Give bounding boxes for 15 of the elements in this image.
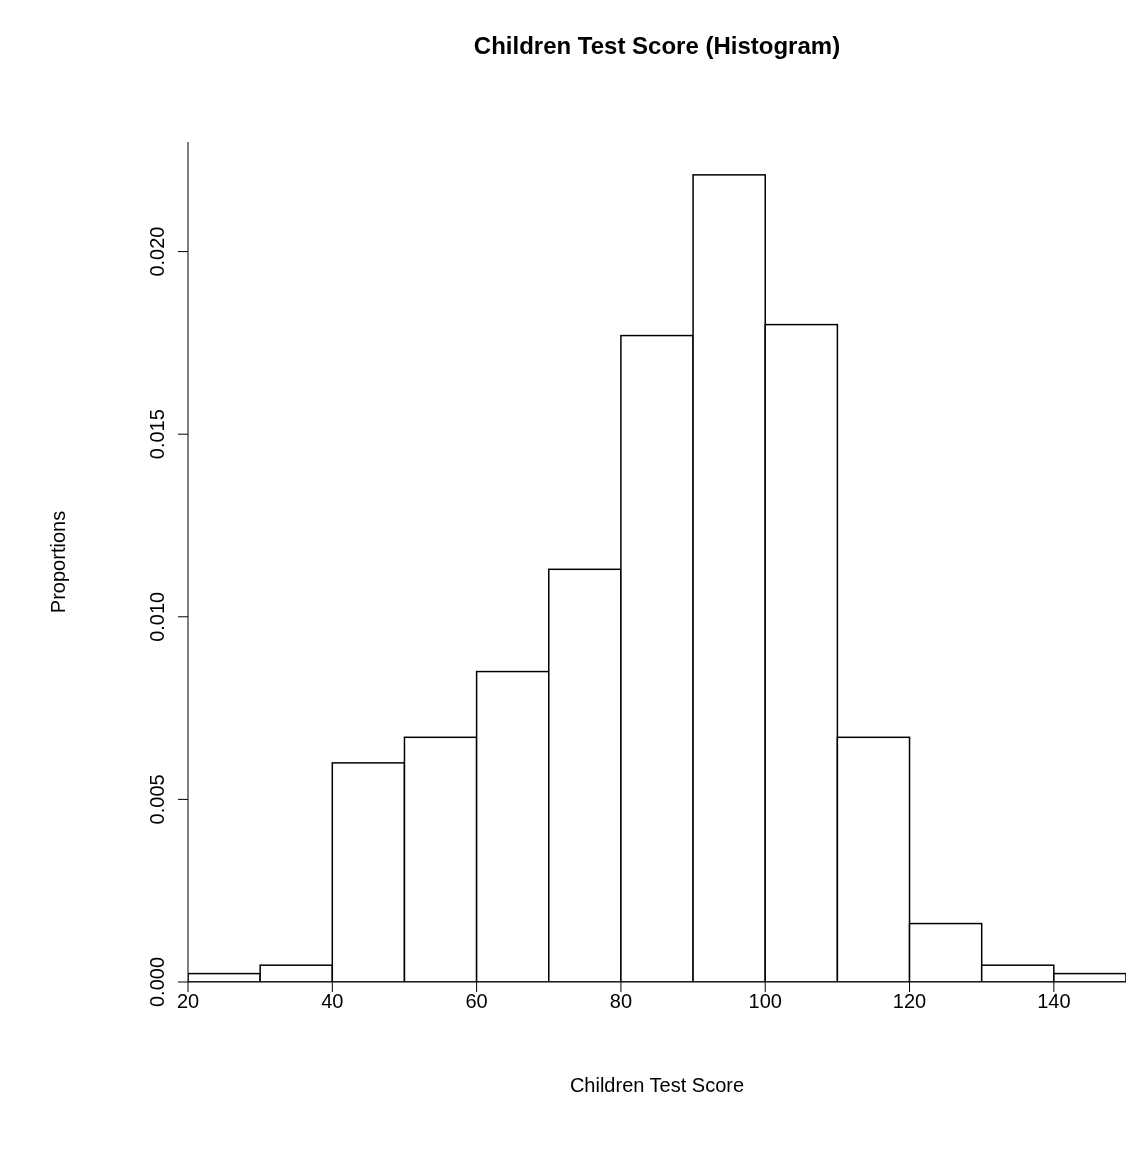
y-tick-label: 0.015 xyxy=(146,409,168,460)
y-tick-label: 0.010 xyxy=(146,591,168,642)
y-axis-title: Proportions xyxy=(47,510,70,614)
x-tick-label: 20 xyxy=(176,990,200,1013)
x-axis-title: Children Test Score xyxy=(569,1074,745,1096)
y-tick-label: 0.000 xyxy=(146,956,168,1008)
x-tick-label: 60 xyxy=(465,990,488,1013)
chart-title: Children Test Score (Histogram) xyxy=(472,31,842,61)
x-tick-label: 100 xyxy=(748,990,782,1013)
x-tick-label: 120 xyxy=(892,990,927,1013)
y-tick-label: 0.020 xyxy=(146,226,168,277)
x-tick-label: 140 xyxy=(1037,990,1071,1013)
y-tick-label: 0.005 xyxy=(146,774,168,825)
x-tick-label: 40 xyxy=(321,990,344,1013)
x-tick-label: 80 xyxy=(609,990,633,1013)
